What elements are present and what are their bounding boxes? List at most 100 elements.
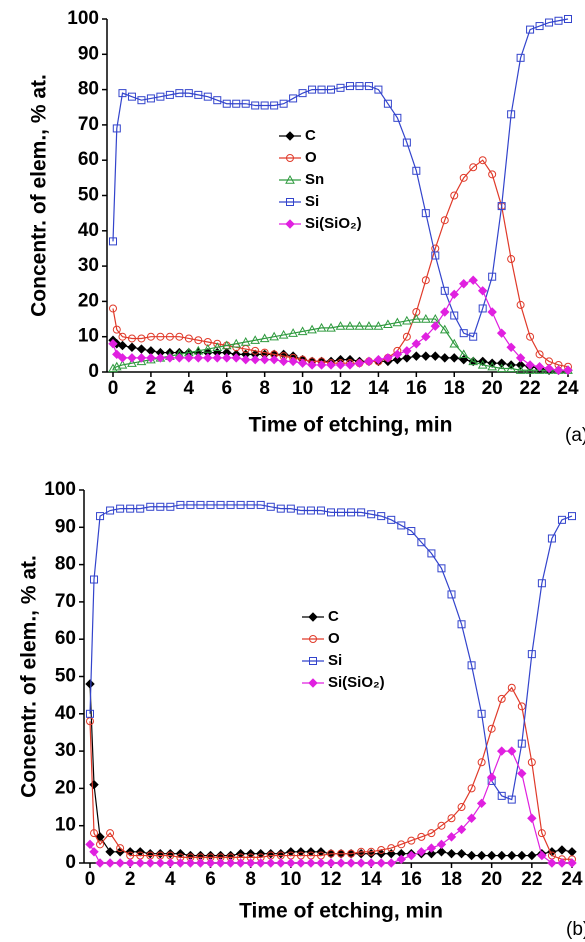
panel-label: (b) <box>566 919 585 940</box>
marker <box>417 538 426 547</box>
marker <box>269 354 279 365</box>
marker <box>270 101 279 110</box>
marker <box>212 342 223 351</box>
marker <box>137 96 146 105</box>
marker <box>477 758 486 767</box>
marker <box>440 216 449 225</box>
marker <box>440 353 450 363</box>
marker <box>127 358 137 367</box>
marker <box>447 590 456 599</box>
marker <box>439 324 450 334</box>
marker <box>117 359 128 369</box>
marker <box>557 858 567 868</box>
x-tick-label: 22 <box>520 378 541 399</box>
marker <box>458 349 469 359</box>
x-tick-label: 24 <box>561 869 583 890</box>
marker <box>466 813 477 823</box>
marker <box>308 678 318 688</box>
marker <box>202 344 213 353</box>
marker <box>259 333 270 343</box>
marker <box>397 840 406 849</box>
marker <box>336 858 346 868</box>
y-tick-label: 20 <box>78 290 99 311</box>
marker <box>278 329 289 339</box>
marker <box>317 85 326 94</box>
marker <box>156 332 165 341</box>
marker <box>108 339 118 349</box>
marker <box>184 353 194 363</box>
marker <box>497 791 506 800</box>
marker <box>467 784 476 793</box>
marker <box>449 353 459 363</box>
marker <box>407 836 416 845</box>
marker <box>456 824 467 835</box>
y-tick-label: 60 <box>55 628 76 649</box>
marker <box>476 850 487 861</box>
marker <box>236 500 245 509</box>
marker <box>402 346 412 356</box>
marker <box>478 304 487 313</box>
legend-label: Si(SiO₂) <box>305 215 362 232</box>
x-tick-label: 20 <box>482 378 503 399</box>
marker <box>412 166 421 175</box>
marker <box>116 844 125 853</box>
marker <box>345 321 355 330</box>
y-tick-label: 40 <box>78 220 99 241</box>
marker <box>146 94 155 103</box>
series-line <box>112 159 569 368</box>
marker <box>241 99 250 108</box>
marker <box>109 237 117 246</box>
marker <box>316 322 327 332</box>
marker <box>165 353 175 363</box>
marker <box>525 365 535 374</box>
marker <box>308 612 318 622</box>
marker <box>459 279 469 289</box>
marker <box>364 82 373 91</box>
marker <box>507 255 516 264</box>
legend-label: Si <box>305 193 319 210</box>
marker <box>184 334 193 343</box>
marker <box>250 354 260 365</box>
marker <box>135 858 145 868</box>
marker <box>377 512 386 521</box>
marker <box>468 356 479 366</box>
marker <box>373 321 384 330</box>
marker <box>216 500 225 509</box>
marker <box>449 338 460 348</box>
marker <box>387 844 396 853</box>
marker <box>316 360 327 370</box>
y-tick-label: 30 <box>55 740 76 761</box>
marker <box>407 527 416 536</box>
y-tick-label: 20 <box>55 777 76 798</box>
marker <box>554 16 563 25</box>
x-tick-label: 14 <box>368 378 390 399</box>
x-tick-label: 18 <box>441 869 462 890</box>
legend-label: Si <box>328 652 342 669</box>
marker <box>537 579 546 588</box>
marker <box>136 344 147 354</box>
marker <box>411 339 422 349</box>
panel-label: (a) <box>565 425 585 446</box>
marker <box>417 832 426 841</box>
marker <box>306 858 316 868</box>
marker <box>155 353 166 363</box>
marker <box>285 219 295 229</box>
marker <box>427 549 436 558</box>
marker <box>175 858 186 868</box>
marker <box>386 848 396 859</box>
x-tick-label: 16 <box>406 378 427 399</box>
marker <box>127 353 137 363</box>
marker <box>517 768 527 779</box>
marker <box>526 25 535 34</box>
marker <box>426 843 437 853</box>
marker <box>225 858 236 868</box>
marker <box>118 332 127 341</box>
y-tick-label: 80 <box>55 554 76 575</box>
marker <box>525 360 535 370</box>
marker <box>213 96 222 105</box>
marker <box>397 521 406 530</box>
marker <box>402 332 411 341</box>
marker <box>289 94 298 103</box>
marker <box>437 821 446 830</box>
series-line <box>89 686 572 860</box>
